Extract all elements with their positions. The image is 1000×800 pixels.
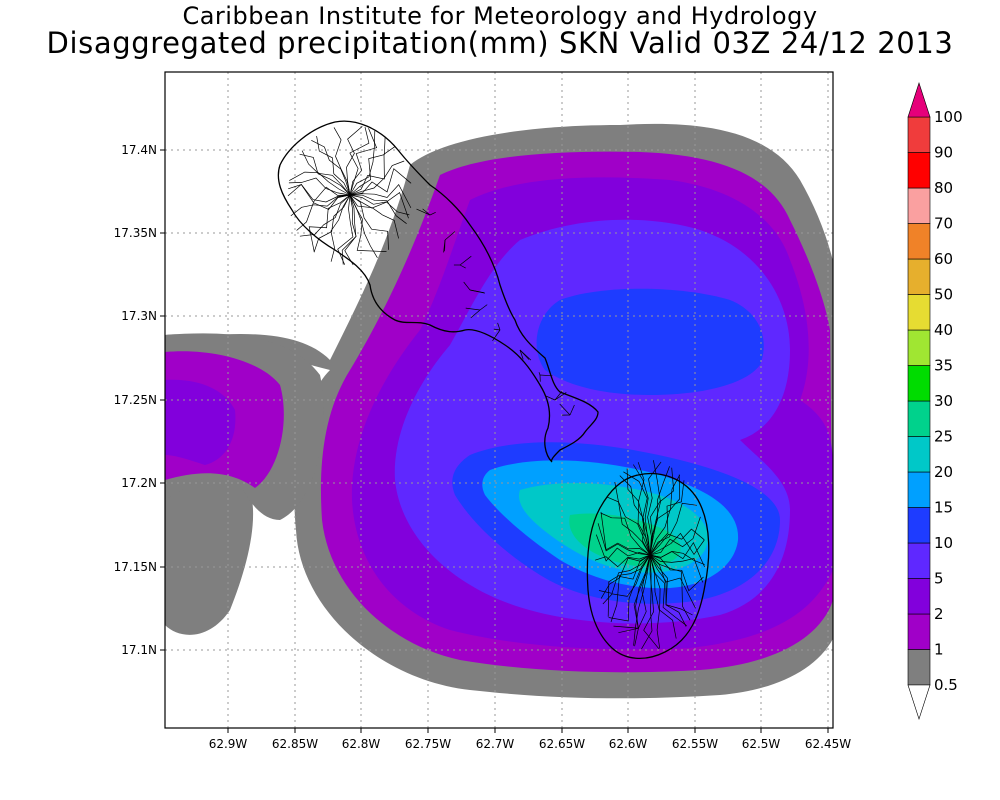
lon-tick-label: 62.45W	[805, 737, 851, 751]
colorbar-label: 1	[934, 641, 944, 659]
lat-tick-label: 17.2N	[121, 476, 157, 490]
colorbar-swatch	[907, 329, 931, 366]
lon-tick-label: 62.5W	[742, 737, 781, 751]
lon-tick-label: 62.6W	[609, 737, 648, 751]
colorbar-label: 0.5	[934, 676, 958, 694]
colorbar-label: 20	[934, 463, 953, 481]
colorbar-swatch	[907, 613, 931, 650]
colorbar-swatch	[907, 578, 931, 615]
colorbar-swatch	[907, 258, 931, 295]
contour-10mm	[536, 288, 764, 395]
lon-tick-label: 62.85W	[272, 737, 318, 751]
colorbar-label: 40	[934, 321, 953, 339]
lat-tick-label: 17.35N	[114, 226, 157, 240]
nevis-outline	[586, 472, 710, 659]
lat-tick-label: 17.1N	[121, 643, 157, 657]
colorbar-swatch	[907, 223, 931, 260]
colorbar-label: 10	[934, 534, 953, 552]
colorbar-swatch	[907, 471, 931, 508]
contour-2mm-west	[165, 379, 236, 465]
island-st-kitts	[277, 120, 599, 463]
lat-tick-label: 17.4N	[121, 143, 157, 157]
colorbar-label: 80	[934, 179, 953, 197]
colorbar-swatch	[907, 152, 931, 189]
colorbar-swatch	[907, 294, 931, 331]
island-nevis	[586, 460, 710, 659]
colorbar-swatch	[907, 116, 931, 153]
lon-tick-label: 62.75W	[405, 737, 451, 751]
colorbar-label: 70	[934, 215, 953, 233]
colorbar-label: 30	[934, 392, 953, 410]
lon-tick-label: 62.55W	[672, 737, 718, 751]
lat-tick-label: 17.25N	[114, 393, 157, 407]
product-title: Disaggregated precipitation(mm) SKN Vali…	[46, 26, 954, 60]
colorbar-swatch	[907, 400, 931, 437]
colorbar-label: 5	[934, 570, 944, 588]
latitude-axis: 17.4N 17.35N 17.3N 17.25N 17.2N 17.15N 17.1N	[114, 143, 165, 657]
lon-tick-label: 62.8W	[342, 737, 381, 751]
colorbar-swatch	[907, 649, 931, 686]
colorbar-label: 2	[934, 605, 944, 623]
lat-tick-label: 17.3N	[121, 309, 157, 323]
colorbar-under-arrow	[907, 684, 931, 720]
colorbar-label: 15	[934, 499, 953, 517]
colorbar-swatch	[907, 507, 931, 544]
lon-tick-label: 62.7W	[476, 737, 515, 751]
colorbar-swatch	[907, 187, 931, 224]
colorbar-label: 90	[934, 144, 953, 162]
colorbar-swatch	[907, 542, 931, 579]
colorbar-over-arrow	[907, 82, 931, 118]
st-kitts-outline	[277, 120, 599, 463]
lon-tick-label: 62.65W	[539, 737, 585, 751]
lon-tick-label: 62.9W	[209, 737, 248, 751]
colorbar-label: 35	[934, 357, 953, 375]
longitude-axis: 62.9W 62.85W 62.8W 62.75W 62.7W 62.65W 62.6W 62…	[209, 728, 851, 751]
lat-tick-label: 17.15N	[114, 560, 157, 574]
colorbar-label: 25	[934, 428, 953, 446]
institute-title: Caribbean Institute for Meteorology and …	[182, 2, 818, 30]
colorbar-swatch	[907, 436, 931, 473]
colorbar-label: 50	[934, 286, 953, 304]
colorbar-label: 60	[934, 250, 953, 268]
colorbar-label: 100	[934, 108, 963, 126]
colorbar-swatch	[907, 365, 931, 402]
